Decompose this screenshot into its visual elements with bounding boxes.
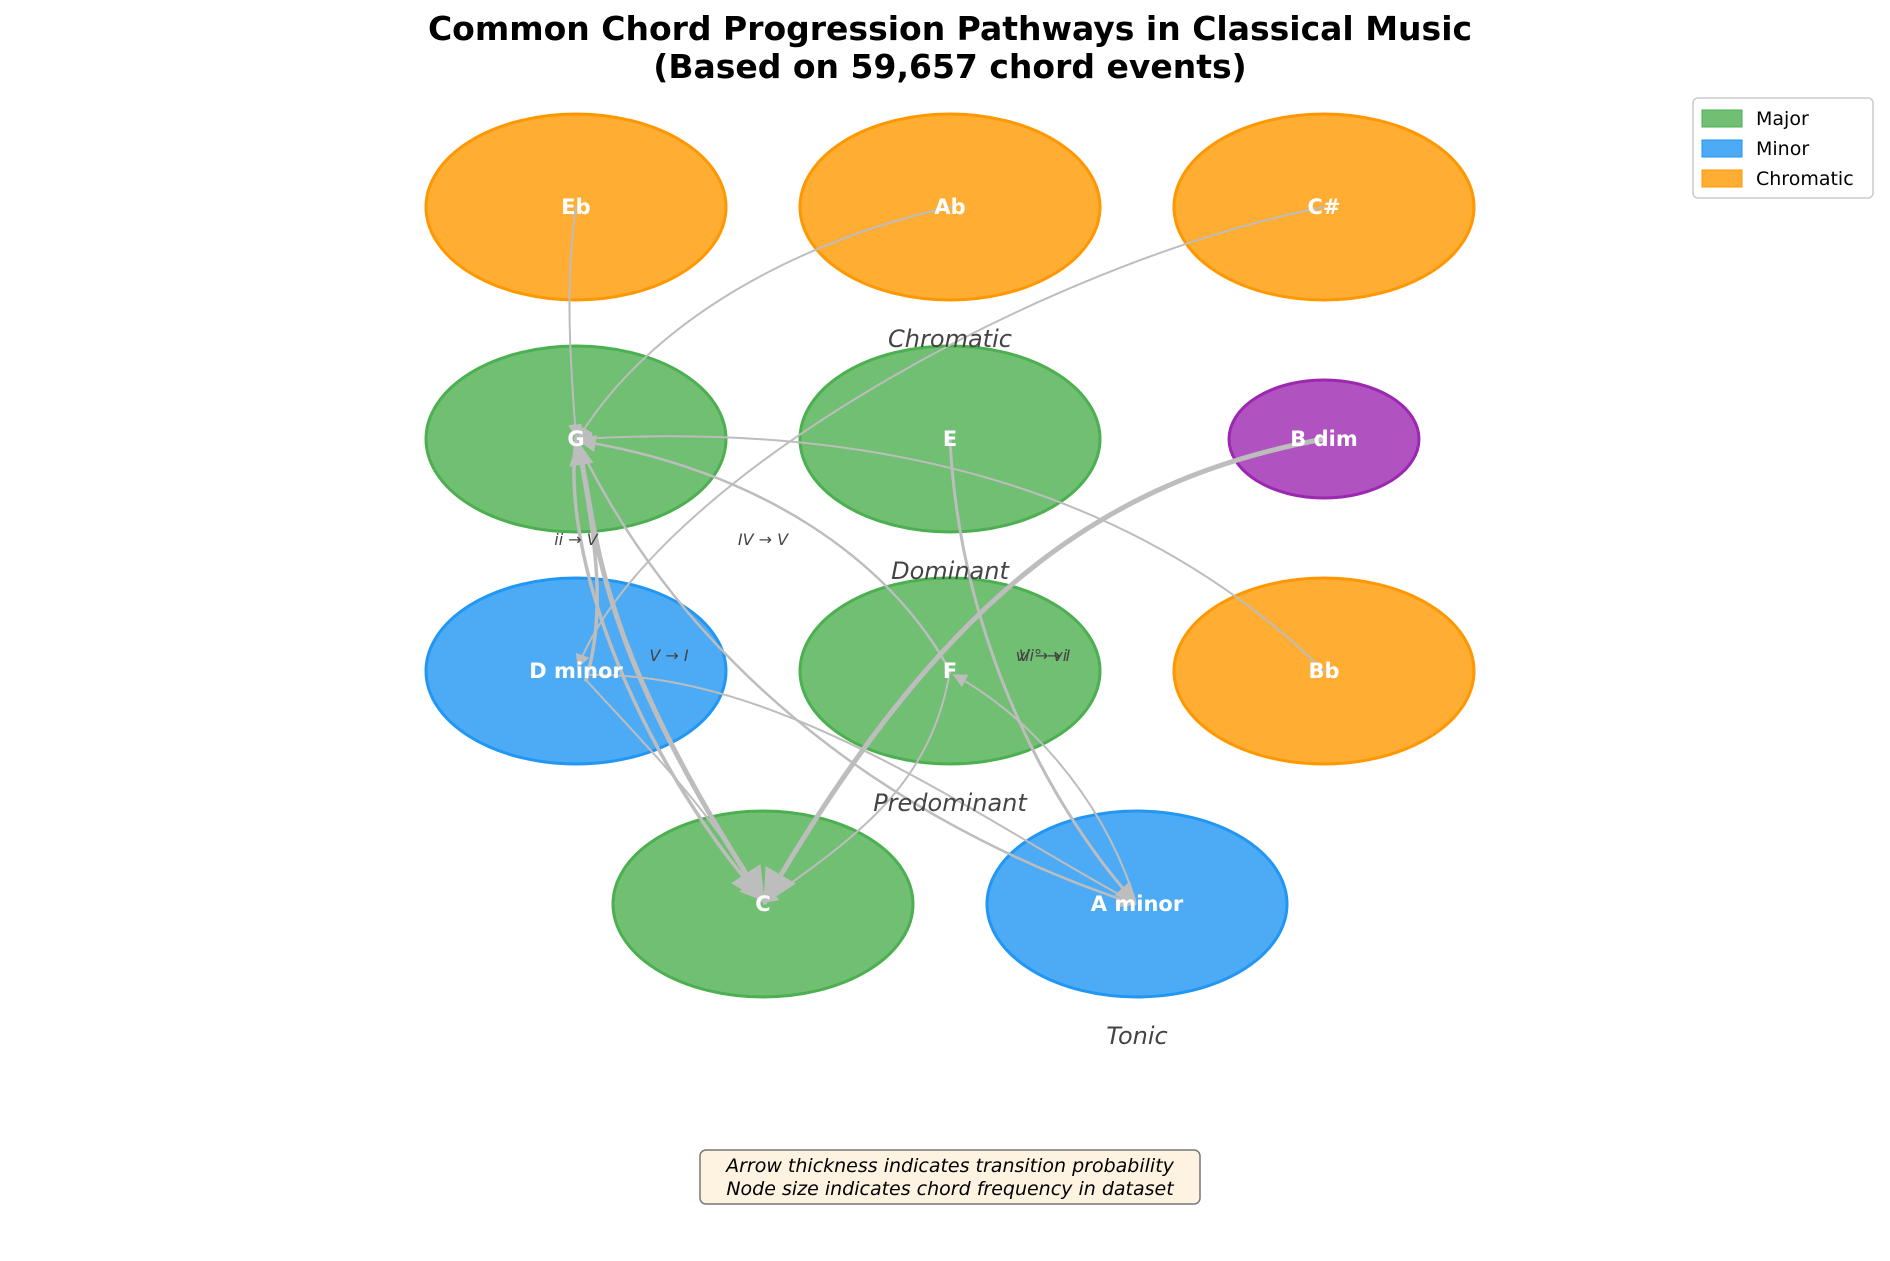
node-label-c: C	[755, 892, 770, 916]
legend-label-major: Major	[1756, 108, 1809, 130]
region-label-predominant: Predominant	[873, 789, 1028, 817]
region-label-chromatic: Chromatic	[888, 325, 1012, 353]
node-c[interactable]	[611, 809, 915, 999]
edge-csharp-to-dm	[576, 206, 1325, 669]
edge-label-v-vi: V → vi	[1019, 646, 1068, 665]
edge-f-to-c	[763, 670, 951, 903]
edge-bdim-to-c	[762, 436, 1327, 906]
node-label-e: E	[943, 427, 957, 451]
legend-swatch-chromatic	[1701, 169, 1743, 188]
edge-dm-to-g	[569, 440, 599, 682]
legend-label-minor: Minor	[1756, 138, 1809, 160]
node-label-bb: Bb	[1308, 659, 1339, 683]
node-label-csharp: C#	[1307, 195, 1340, 219]
edge-ab-to-g	[577, 206, 951, 441]
edge-label-iv-v: IV → V	[738, 530, 789, 549]
explanation-note: Arrow thickness indicates transition pro…	[699, 1149, 1201, 1205]
node-label-aminor: A minor	[1091, 892, 1184, 916]
note-line1: Arrow thickness indicates transition pro…	[724, 1155, 1175, 1177]
legend-swatch-minor	[1701, 139, 1743, 158]
edge-dm-to-c	[585, 679, 761, 902]
node-label-g: G	[567, 427, 584, 451]
region-label-tonic: Tonic	[1106, 1022, 1167, 1050]
note-box	[699, 1149, 1201, 1205]
chord-nodes	[424, 112, 1476, 999]
transition-edges	[568, 206, 1327, 908]
edge-g-to-am	[574, 437, 1137, 908]
edge-e-to-am	[948, 437, 1137, 904]
diagram-title-line1: Common Chord Progression Pathways in Cla…	[428, 9, 1472, 48]
edge-label-ii-v: ii → V	[554, 530, 598, 549]
node-label-eb: Eb	[561, 195, 590, 219]
edge-f-to-g	[578, 434, 952, 673]
functional-region-labels: Chromatic Dominant Predominant Tonic	[873, 325, 1168, 1050]
node-label-ab: Ab	[934, 195, 965, 219]
progression-edge-labels: ii → V IV → V V → I vii° → I V → vi	[554, 530, 1070, 665]
node-aminor[interactable]	[985, 809, 1289, 999]
edge-label-v-i: V → I	[649, 646, 689, 665]
edge-g-to-c-2	[572, 437, 765, 902]
legend-label-chromatic: Chromatic	[1756, 168, 1854, 190]
node-label-dminor: D minor	[529, 659, 623, 683]
chord-node-labels: Eb Ab C# G E B dim D minor F Bb C A mino…	[529, 195, 1358, 916]
node-dminor[interactable]	[424, 576, 728, 766]
edge-eb-to-g	[568, 206, 583, 439]
note-line2: Node size indicates chord frequency in d…	[726, 1178, 1175, 1200]
legend: Major Minor Chromatic	[1692, 97, 1874, 199]
edge-am-to-f	[952, 674, 1136, 901]
legend-swatch-major	[1701, 109, 1743, 128]
diagram-title-line2: (Based on 59,657 chord events)	[653, 47, 1247, 86]
edge-bb-to-g	[578, 431, 1325, 672]
edge-dm-to-am	[585, 673, 1135, 903]
edge-label-viio-i: vii° → I	[1016, 646, 1071, 665]
node-label-bdim: B dim	[1290, 427, 1357, 451]
region-label-dominant: Dominant	[891, 557, 1010, 585]
node-label-f: F	[943, 659, 957, 683]
